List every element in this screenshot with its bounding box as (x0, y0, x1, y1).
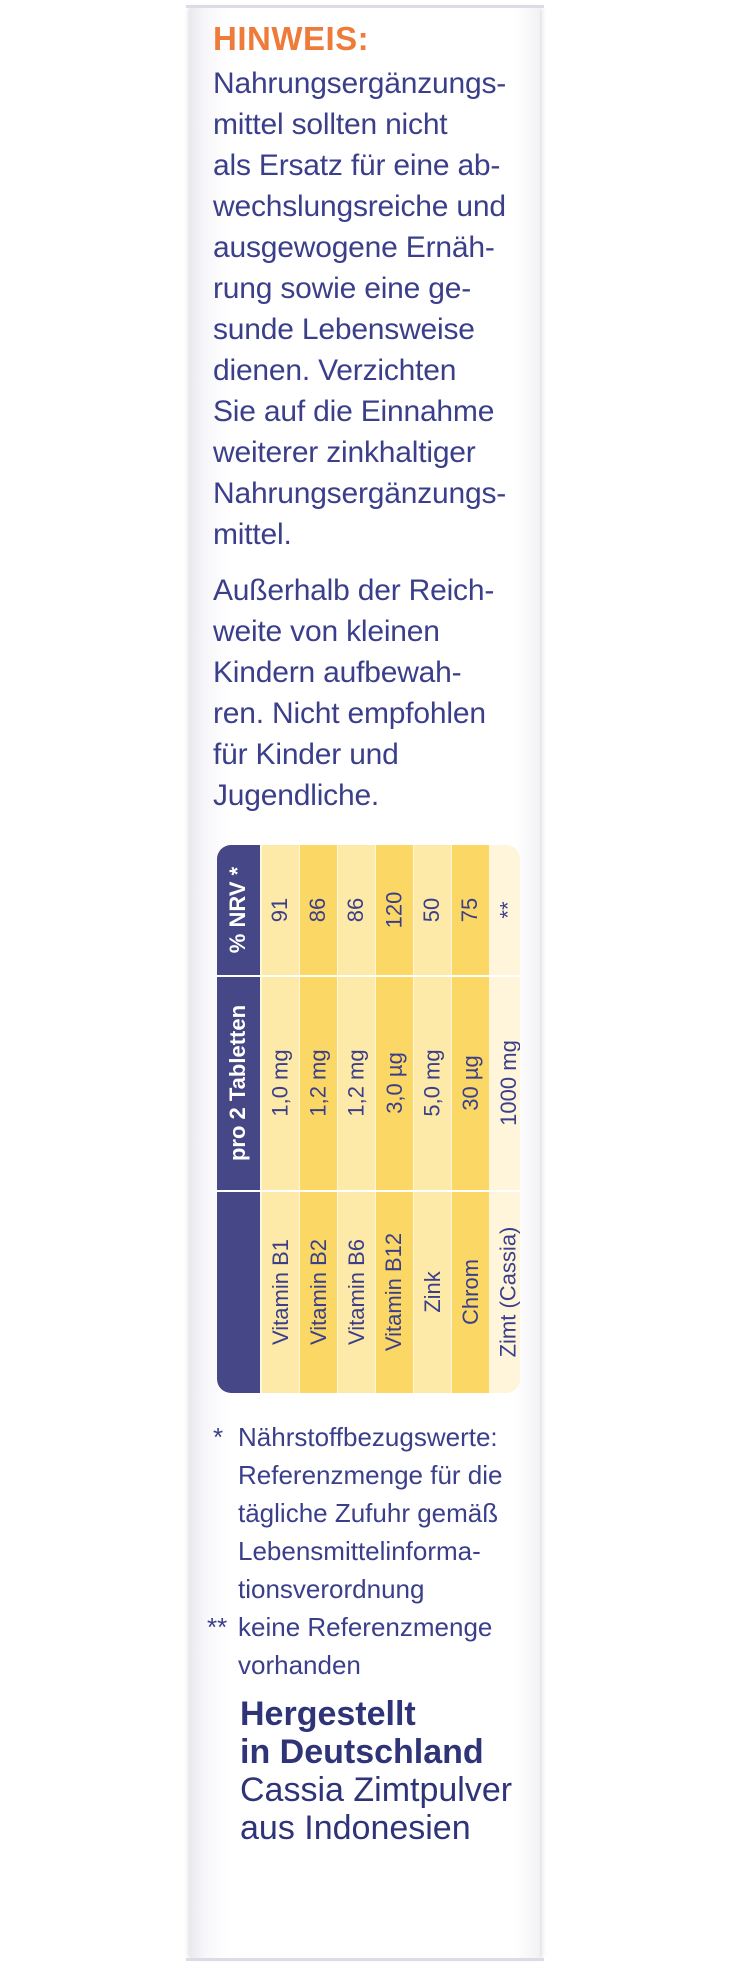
amount-cell: 1,2 mg (305, 1048, 331, 1117)
table-row: 91 1,0 mg Vitamin B1 (262, 845, 299, 1393)
storage-line: Kindern aufbewah- (213, 656, 462, 689)
hinweis-line: mittel sollten nicht (213, 108, 448, 141)
nutrient-cell: Vitamin B6 (343, 1238, 369, 1345)
storage-line: ren. Nicht empfohlen (213, 697, 486, 730)
hinweis-line: wechslungsreiche und (213, 190, 506, 223)
hinweis-line: mittel. (213, 518, 292, 551)
storage-line: weite von kleinen (213, 615, 440, 648)
hinweis-title: HINWEIS: (213, 20, 370, 57)
table-header-column: % NRV * pro 2 Tabletten (217, 845, 260, 1393)
nutrient-cell: Zimt (Cassia) (495, 1226, 521, 1357)
storage-warning-text: Außerhalb der Reich-weite von kleinen Kin… (213, 570, 533, 816)
footnote-mark-double: ** (207, 1612, 228, 1642)
origin-block: Hergestellt in Deutschland Cassia Zimtpu… (240, 1695, 540, 1847)
footnote-no-reference-line: vorhanden (238, 1650, 361, 1680)
storage-line: für Kinder und (213, 738, 399, 771)
nrv-cell: 86 (305, 897, 331, 923)
header-amount: pro 2 Tabletten (225, 1004, 251, 1161)
footnote-no-reference-line: keine Referenzmenge (238, 1612, 493, 1642)
nrv-cell: 86 (343, 897, 369, 923)
amount-cell: 1,2 mg (343, 1048, 369, 1117)
nutrition-table: % NRV * pro 2 Tabletten 91 1,0 mg Vitamin … (217, 845, 520, 1393)
hinweis-line: Sie auf die Einnahme (213, 395, 495, 428)
table-divider (217, 975, 520, 977)
nrv-cell: 120 (381, 891, 407, 929)
footnote-nrv-line: Lebensmittelinforma- (238, 1536, 481, 1566)
nrv-cell: 91 (267, 897, 293, 923)
made-in-line2: in Deutschland (240, 1733, 484, 1771)
footnote-nrv-line: tionsverordnung (238, 1574, 425, 1604)
hinweis-line: ausgewogene Ernäh- (213, 231, 495, 264)
table-row: 50 5,0 mg Zink (414, 845, 451, 1393)
table-row: 75 30 µg Chrom (452, 845, 489, 1393)
hinweis-line: Nahrungsergänzungs- (213, 477, 507, 510)
nutrient-cell: Chrom (457, 1258, 483, 1325)
footnote-nrv-line: tägliche Zufuhr gemäß (238, 1498, 499, 1528)
nrv-cell: 75 (457, 897, 483, 923)
nutrient-cell: Vitamin B12 (381, 1232, 407, 1351)
hinweis-line: sunde Lebensweise (213, 313, 475, 346)
cinnamon-origin-line1: Cassia Zimtpulver (240, 1771, 513, 1809)
made-in-line1: Hergestellt (240, 1695, 416, 1733)
amount-cell: 1,0 mg (267, 1048, 293, 1117)
nutrient-cell: Vitamin B2 (305, 1238, 331, 1345)
footnote-mark-single: * (213, 1422, 224, 1452)
hinweis-line: Nahrungsergänzungs- (213, 67, 507, 100)
hinweis-line: als Ersatz für eine ab- (213, 149, 501, 182)
amount-cell: 5,0 mg (419, 1048, 445, 1117)
storage-line: Jugendliche. (213, 779, 380, 812)
header-nrv: % NRV * (225, 866, 251, 954)
storage-line: Außerhalb der Reich- (213, 574, 495, 607)
header-nutrient (217, 1190, 260, 1393)
nutrient-cell: Zink (419, 1270, 445, 1313)
amount-cell: 1000 mg (495, 1039, 521, 1126)
cinnamon-origin-line2: aus Indonesien (240, 1809, 471, 1847)
footnote-nrv-line: Referenzmenge für die (238, 1460, 503, 1490)
table-divider (217, 1190, 520, 1192)
nrv-cell: 50 (419, 897, 445, 923)
table-row: 120 3,0 µg Vitamin B12 (376, 845, 413, 1393)
table-row: 86 1,2 mg Vitamin B6 (338, 845, 375, 1393)
nutrient-cell: Vitamin B1 (267, 1238, 293, 1345)
table-row: 86 1,2 mg Vitamin B2 (300, 845, 337, 1393)
nrv-cell: ** (495, 901, 521, 919)
table-row: ** 1000 mg Zimt (Cassia) (490, 845, 520, 1393)
hinweis-line: weiterer zinkhaltiger (213, 436, 476, 469)
hinweis-line: dienen. Verzichten (213, 354, 457, 387)
amount-cell: 3,0 µg (381, 1051, 407, 1114)
footnote-nrv-line: Nährstoffbezugswerte: (238, 1422, 498, 1452)
hinweis-line: rung sowie eine ge- (213, 272, 472, 305)
hinweis-text: Nahrungsergänzungs-mittel sollten nicht a… (213, 63, 533, 555)
amount-cell: 30 µg (457, 1054, 483, 1111)
